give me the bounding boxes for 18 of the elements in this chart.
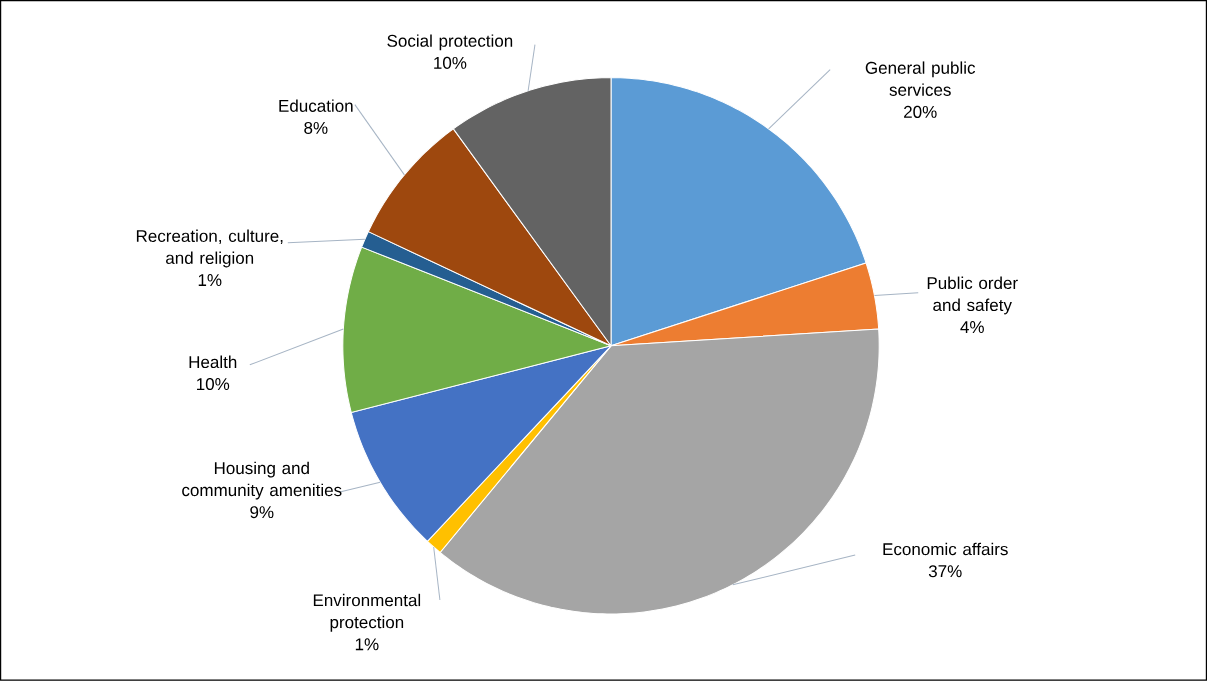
slice-label: Education [279, 99, 353, 113]
data-label: 9% [250, 506, 274, 519]
slice-label: Recreation, culture, and religion [136, 229, 283, 268]
data-label: 8% [304, 122, 328, 135]
data-label: 1% [355, 638, 379, 651]
data-label: 10% [197, 378, 230, 391]
slice-label: Housing and community amenities [182, 461, 342, 500]
slice-label: Health [189, 355, 237, 369]
data-label: 37% [928, 565, 962, 578]
data-label: 1% [198, 274, 222, 287]
data-label: 4% [960, 321, 984, 334]
slice-label: Social protection [387, 34, 513, 51]
slice-label: General public services [865, 61, 976, 97]
slice-label: Public order and safety [927, 276, 1018, 315]
slice-label: Environmental protection [313, 593, 421, 632]
slice-label: Economic affairs [883, 542, 1008, 556]
data-label: 20% [904, 106, 937, 119]
data-label: 10% [434, 57, 467, 70]
